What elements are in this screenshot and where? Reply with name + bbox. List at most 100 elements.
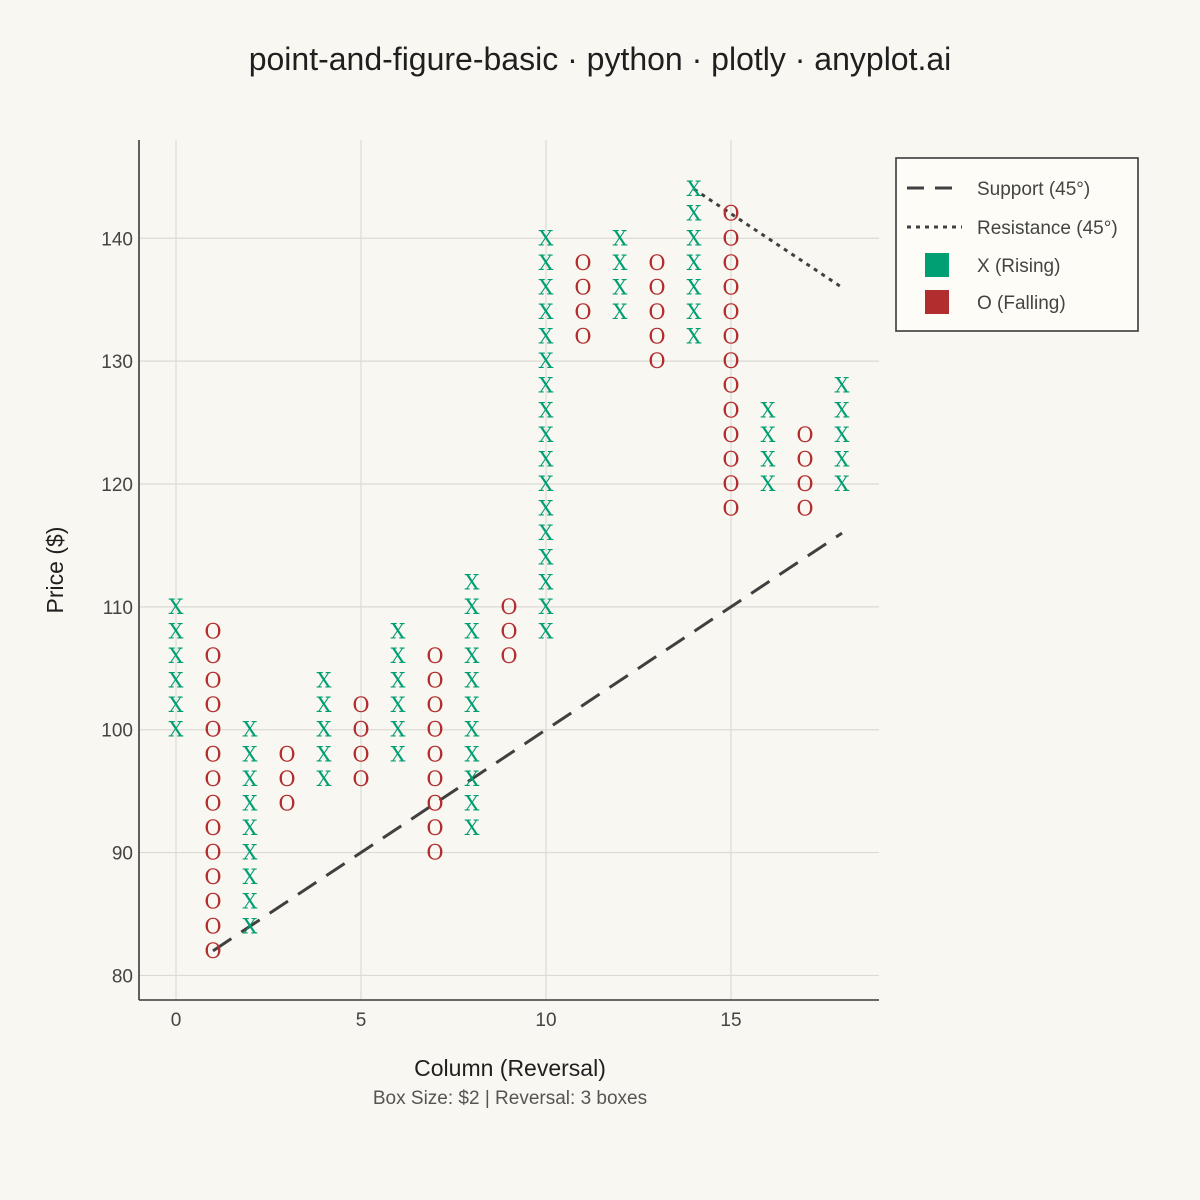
o-mark: O: [796, 497, 813, 521]
x-mark: X: [169, 693, 184, 717]
o-mark: O: [648, 300, 665, 324]
o-mark: O: [352, 767, 369, 791]
x-mark: X: [169, 644, 184, 668]
x-mark: X: [317, 718, 332, 742]
o-mark: O: [426, 693, 443, 717]
o-mark: O: [426, 718, 443, 742]
o-mark: O: [722, 325, 739, 349]
x-tick-label: 10: [535, 1010, 556, 1031]
x-mark: X: [539, 275, 554, 299]
o-mark: O: [204, 914, 221, 938]
x-mark: X: [317, 767, 332, 791]
o-mark: O: [426, 816, 443, 840]
x-mark: X: [613, 275, 628, 299]
x-mark: X: [169, 718, 184, 742]
y-tick-label: 130: [101, 352, 133, 373]
x-mark: X: [613, 251, 628, 275]
o-mark: O: [204, 619, 221, 643]
o-mark: O: [204, 669, 221, 693]
x-mark: X: [761, 447, 776, 471]
x-mark: X: [835, 398, 850, 422]
x-mark: X: [539, 349, 554, 373]
o-mark: O: [722, 202, 739, 226]
x-mark: X: [465, 595, 480, 619]
o-mark: O: [204, 718, 221, 742]
x-mark: X: [835, 472, 850, 496]
x-mark: X: [687, 275, 702, 299]
x-mark: X: [613, 226, 628, 250]
x-mark: X: [243, 816, 258, 840]
o-mark: O: [204, 767, 221, 791]
x-mark: X: [761, 423, 776, 447]
x-mark: X: [539, 374, 554, 398]
o-mark: O: [722, 226, 739, 250]
o-mark: O: [352, 718, 369, 742]
o-mark: O: [796, 423, 813, 447]
o-mark: O: [648, 349, 665, 373]
x-mark: X: [539, 521, 554, 545]
x-mark: X: [391, 693, 406, 717]
o-mark: O: [722, 374, 739, 398]
x-mark: X: [687, 226, 702, 250]
o-mark: O: [204, 644, 221, 668]
o-mark: O: [426, 791, 443, 815]
x-mark: X: [465, 669, 480, 693]
support-line: [212, 531, 843, 953]
x-mark: X: [243, 865, 258, 889]
o-mark: O: [204, 791, 221, 815]
x-mark: X: [539, 447, 554, 471]
o-mark: O: [352, 742, 369, 766]
x-mark: X: [539, 570, 554, 594]
o-mark: O: [500, 595, 517, 619]
y-tick-label: 110: [103, 598, 133, 619]
x-mark: X: [243, 841, 258, 865]
o-mark: O: [278, 742, 295, 766]
o-mark: O: [278, 767, 295, 791]
x-mark: X: [465, 644, 480, 668]
x-tick-label: 0: [171, 1010, 182, 1031]
o-mark: O: [426, 742, 443, 766]
x-mark: X: [391, 644, 406, 668]
o-mark: O: [204, 742, 221, 766]
x-mark: X: [317, 742, 332, 766]
o-mark: O: [722, 251, 739, 275]
y-tick-label: 120: [101, 475, 133, 496]
o-mark: O: [796, 447, 813, 471]
o-mark: O: [352, 693, 369, 717]
x-mark: X: [243, 718, 258, 742]
o-mark: O: [204, 816, 221, 840]
o-mark: O: [426, 644, 443, 668]
x-mark: X: [465, 742, 480, 766]
o-mark: O: [204, 890, 221, 914]
o-mark: O: [426, 669, 443, 693]
x-tick-label: 15: [720, 1010, 741, 1031]
o-mark: O: [426, 841, 443, 865]
o-mark: O: [796, 472, 813, 496]
legend-label: O (Falling): [977, 293, 1066, 314]
x-mark: X: [391, 669, 406, 693]
x-mark: X: [465, 718, 480, 742]
y-axis-title: Price ($): [42, 527, 68, 614]
o-mark: O: [722, 472, 739, 496]
o-mark: O: [278, 791, 295, 815]
o-mark: O: [204, 939, 221, 963]
x-mark: X: [687, 325, 702, 349]
o-mark: O: [722, 275, 739, 299]
x-mark: X: [539, 398, 554, 422]
x-mark: X: [243, 890, 258, 914]
x-mark: X: [317, 669, 332, 693]
o-mark: O: [500, 619, 517, 643]
legend-o-swatch: [925, 290, 949, 314]
o-mark: O: [648, 325, 665, 349]
x-mark: X: [835, 423, 850, 447]
x-mark: X: [539, 300, 554, 324]
x-mark: X: [835, 374, 850, 398]
o-mark: O: [722, 497, 739, 521]
x-mark: X: [391, 619, 406, 643]
x-mark: X: [613, 300, 628, 324]
o-mark: O: [722, 423, 739, 447]
x-mark: X: [539, 619, 554, 643]
x-mark: X: [761, 472, 776, 496]
resistance-line: [693, 187, 843, 289]
